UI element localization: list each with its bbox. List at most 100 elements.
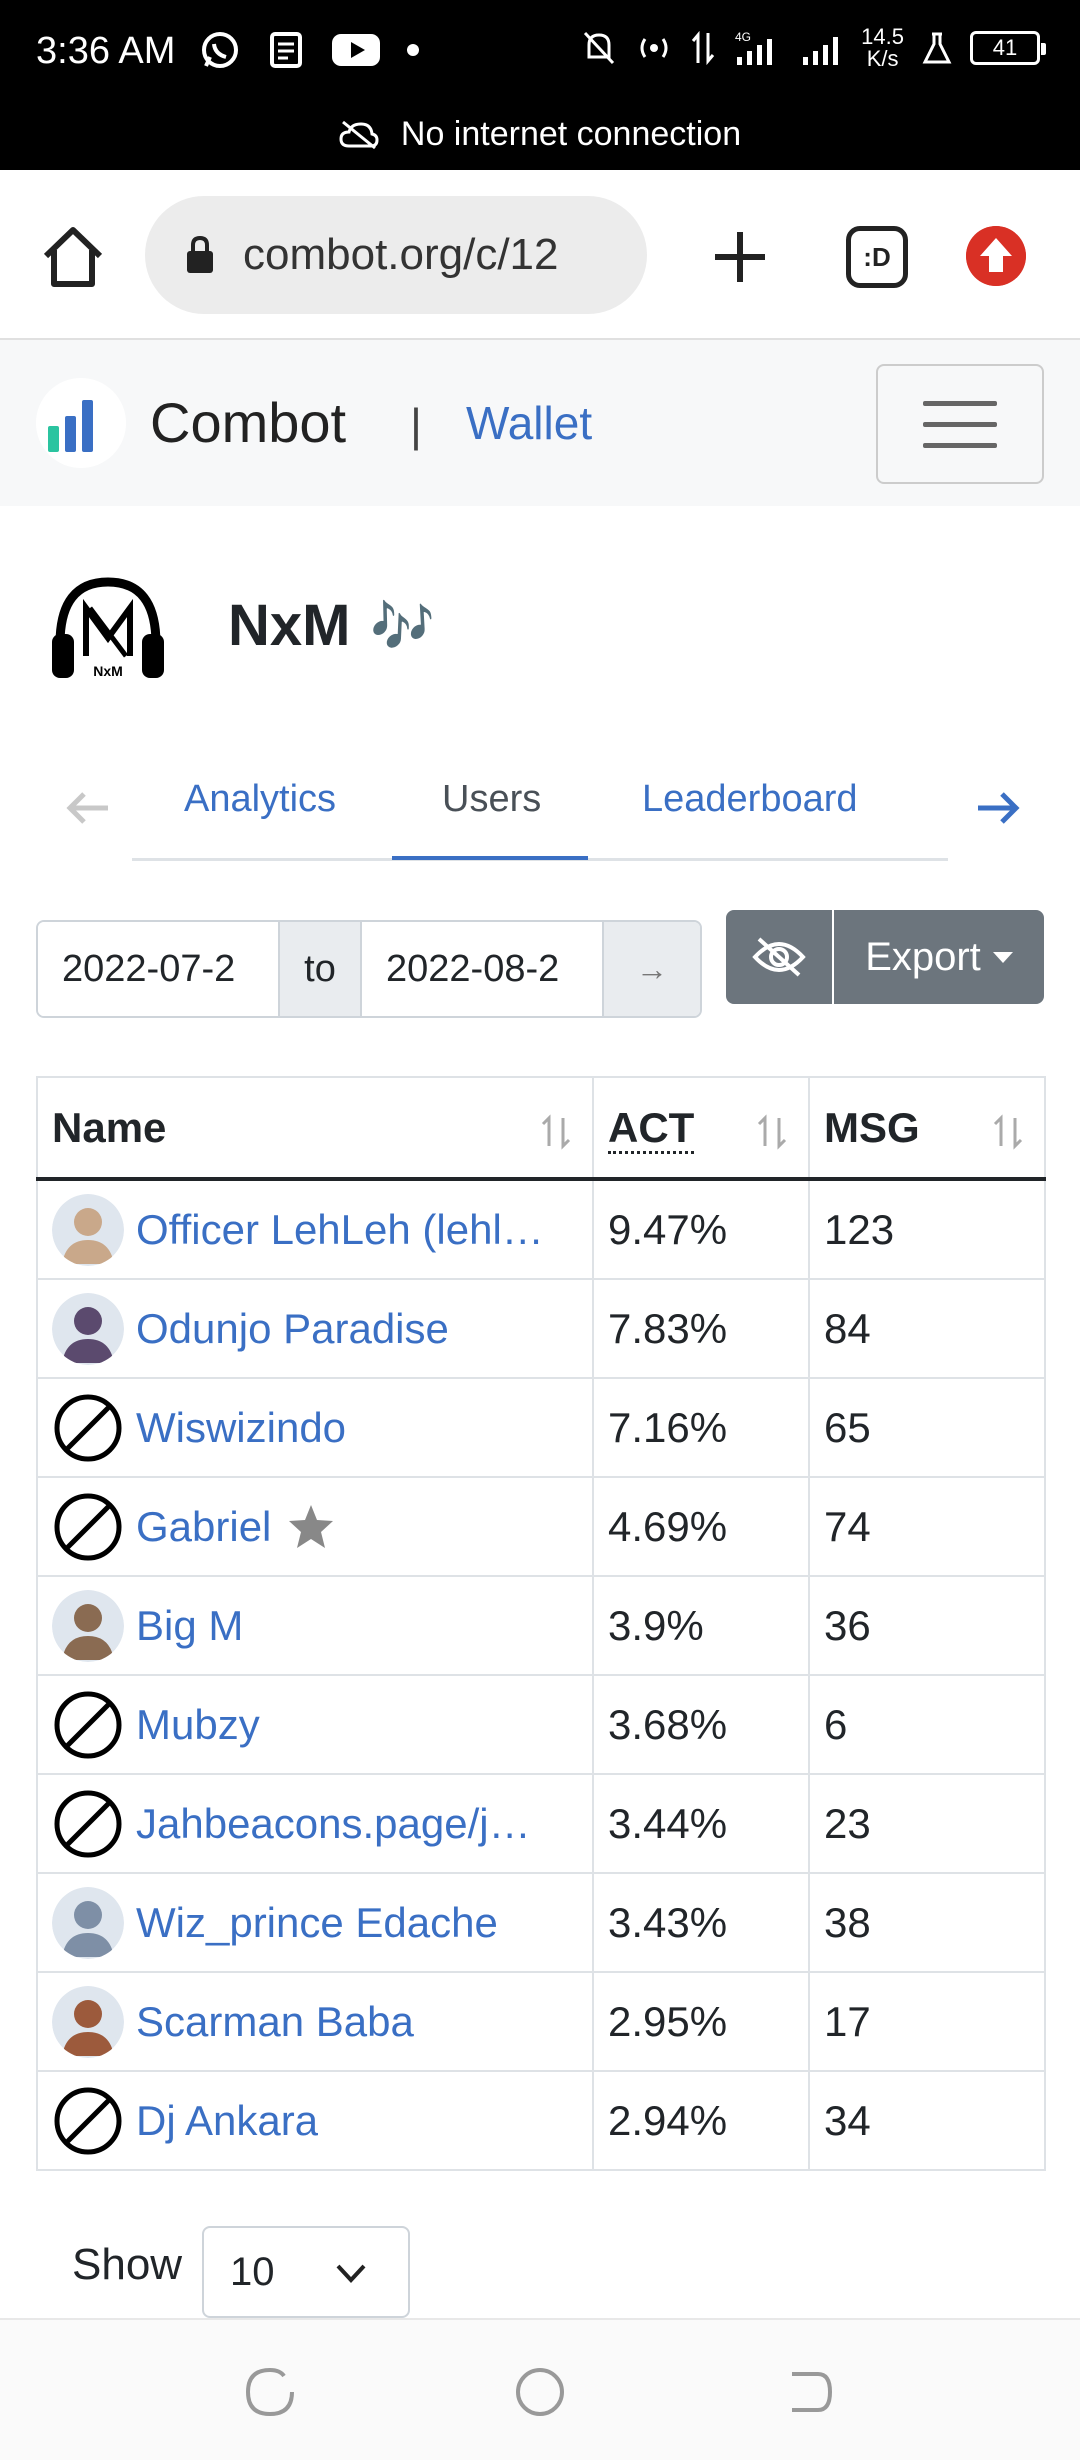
act-cell: 3.43% (592, 1872, 810, 1973)
no-avatar-icon[interactable] (52, 2085, 124, 2157)
tab-analytics[interactable]: Analytics (184, 778, 337, 820)
msg-cell: 38 (808, 1872, 1046, 1973)
hide-toggle-button[interactable] (726, 910, 832, 1004)
site-navbar: Combot | Wallet (0, 340, 1080, 506)
lock-icon (187, 235, 213, 273)
back-icon[interactable] (780, 2362, 840, 2422)
no-avatar-icon[interactable] (52, 1491, 124, 1563)
tab-users[interactable]: Users (442, 778, 542, 820)
name-cell: Officer LehLeh (lehl… (36, 1178, 594, 1280)
combot-logo-icon[interactable] (36, 378, 126, 468)
user-name-link[interactable]: Officer LehLeh (lehl… (136, 1205, 544, 1253)
status-bar: 3:36 AM 4G 14.5 K/s 41 No internet conne… (0, 0, 1080, 170)
dot-icon (407, 44, 419, 56)
msg-cell: 17 (808, 1971, 1046, 2072)
date-from-input[interactable] (38, 922, 278, 1016)
user-name-wrap: Scarman Baba (52, 1974, 578, 2069)
user-name-link[interactable]: Odunjo Paradise (136, 1304, 449, 1352)
user-name-wrap: Wiz_prince Edache (52, 1875, 578, 1970)
avatar[interactable] (52, 1292, 124, 1365)
avatar[interactable] (52, 1589, 124, 1662)
home-nav-icon[interactable] (510, 2362, 570, 2422)
table-row: Wiswizindo 7.16% 65 (36, 1377, 1046, 1478)
group-logo-headphones-icon: NxM (52, 577, 164, 679)
arrow-left-icon[interactable] (62, 782, 114, 834)
user-name-link[interactable]: Big M (136, 1601, 244, 1649)
user-name-link[interactable]: Jahbeacons.page/j… (136, 1799, 531, 1847)
browser-toolbar: combot.org/c/12 :D (0, 170, 1080, 340)
user-name-wrap: Jahbeacons.page/j… (52, 1776, 578, 1871)
wallet-link[interactable]: Wallet (466, 397, 593, 449)
avatar[interactable] (52, 1886, 124, 1959)
avatar[interactable] (52, 1193, 124, 1266)
active-tab-indicator (392, 856, 588, 860)
column-header-name[interactable]: Name (36, 1076, 594, 1181)
msg-cell: 65 (808, 1377, 1046, 1478)
battery-icon: 41 (970, 31, 1046, 65)
system-nav-bar (0, 2318, 1080, 2460)
user-name-link[interactable]: Wiz_prince Edache (136, 1898, 498, 1946)
group-title: NxM (228, 593, 351, 658)
sort-icon (541, 1114, 571, 1150)
date-to-input[interactable] (362, 922, 602, 1016)
msg-cell: 84 (808, 1278, 1046, 1379)
data-transfer-icon (692, 30, 715, 66)
act-cell: 9.47% (592, 1178, 810, 1280)
recents-icon[interactable] (240, 2362, 300, 2422)
name-cell: Odunjo Paradise (36, 1278, 594, 1379)
column-header-msg[interactable]: MSG (808, 1076, 1046, 1181)
apply-date-button[interactable]: → (602, 922, 700, 1016)
address-bar[interactable]: combot.org/c/12 (145, 196, 647, 314)
new-tab-icon[interactable] (705, 222, 775, 292)
act-cell: 4.69% (592, 1476, 810, 1577)
user-name-link[interactable]: Wiswizindo (136, 1403, 347, 1451)
page-size-select[interactable]: 10 (202, 2226, 410, 2318)
home-icon[interactable] (38, 222, 108, 292)
cloud-off-icon (339, 120, 379, 149)
no-avatar-icon[interactable] (52, 1788, 124, 1860)
act-cell: 3.44% (592, 1773, 810, 1874)
msg-cell: 34 (808, 2070, 1046, 2171)
user-name-link[interactable]: Dj Ankara (136, 2096, 319, 2144)
no-avatar-icon[interactable] (52, 1689, 124, 1761)
user-name-wrap: Wiswizindo (52, 1380, 578, 1475)
table-row: Mubzy 3.68% 6 (36, 1674, 1046, 1775)
network-speed: 14.5 K/s (861, 24, 904, 71)
show-label: Show (72, 2240, 183, 2289)
status-time: 3:36 AM (36, 30, 176, 72)
msg-cell: 23 (808, 1773, 1046, 1874)
act-cell: 7.16% (592, 1377, 810, 1478)
hotspot-icon (640, 38, 668, 58)
export-button[interactable]: Export (834, 910, 1044, 1004)
table-row: Gabriel 4.69% 74 (36, 1476, 1046, 1577)
name-cell: Big M (36, 1575, 594, 1676)
user-name-wrap: Gabriel (52, 1479, 578, 1574)
name-cell: Scarman Baba (36, 1971, 594, 2072)
user-name-wrap: Officer LehLeh (lehl… (52, 1181, 578, 1277)
arrow-right-icon[interactable] (972, 782, 1024, 834)
signal-4g-icon: 4G (735, 30, 773, 65)
user-name-wrap: Mubzy (52, 1677, 578, 1772)
user-name-wrap: Odunjo Paradise (52, 1281, 578, 1376)
date-to-label: to (278, 922, 362, 1016)
avatar[interactable] (52, 1985, 124, 2058)
column-header-act[interactable]: ACT (592, 1076, 810, 1181)
tab-leaderboard[interactable]: Leaderboard (642, 778, 858, 820)
brand-name[interactable]: Combot (150, 391, 347, 454)
update-icon[interactable] (966, 226, 1026, 286)
hamburger-line (923, 400, 997, 406)
user-name-link[interactable]: Scarman Baba (136, 1997, 414, 2045)
menu-toggle-button[interactable] (876, 364, 1044, 484)
act-cell: 2.95% (592, 1971, 810, 2072)
tab-switcher-button[interactable]: :D (846, 226, 908, 288)
no-avatar-icon[interactable] (52, 1392, 124, 1464)
user-name-link[interactable]: Mubzy (136, 1700, 260, 1748)
whatsapp-icon (202, 32, 238, 68)
table-row: Wiz_prince Edache 3.43% 38 (36, 1872, 1046, 1973)
name-cell: Jahbeacons.page/j… (36, 1773, 594, 1874)
name-cell: Dj Ankara (36, 2070, 594, 2171)
table-row: Dj Ankara 2.94% 34 (36, 2070, 1046, 2171)
table-row: Big M 3.9% 36 (36, 1575, 1046, 1676)
lab-flask-icon (922, 32, 952, 64)
user-name-link[interactable]: Gabriel (136, 1502, 272, 1550)
